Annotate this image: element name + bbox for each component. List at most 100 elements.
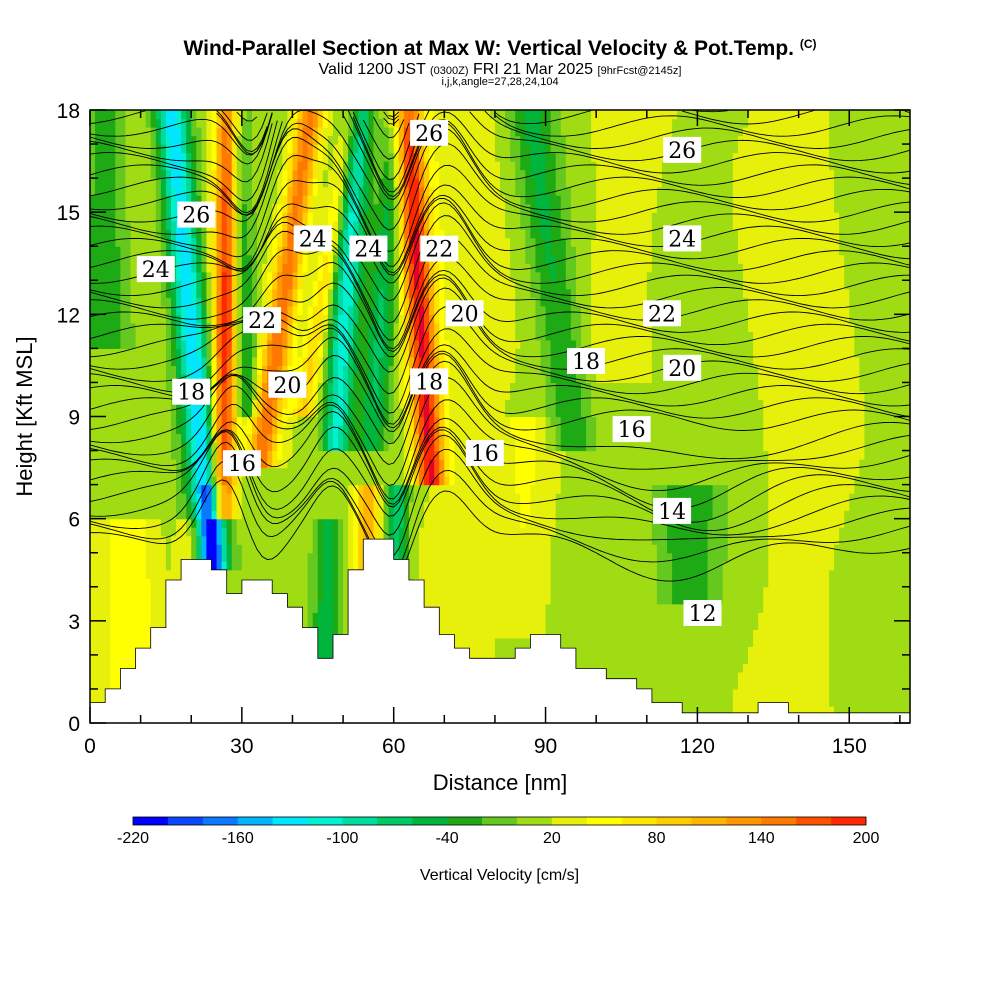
field-cell — [403, 510, 410, 520]
field-cell — [343, 186, 349, 196]
field-cell — [408, 501, 415, 511]
field-cell — [257, 416, 263, 426]
field-cell — [373, 433, 380, 443]
field-cell — [186, 348, 192, 358]
field-cell — [105, 552, 111, 562]
field-cell — [110, 654, 116, 664]
field-cell — [358, 552, 364, 562]
field-cell — [297, 135, 304, 145]
field-cell — [272, 144, 278, 154]
field-cell — [165, 178, 172, 188]
field-cell — [120, 382, 127, 392]
field-cell — [186, 169, 192, 179]
field-cell — [307, 356, 314, 367]
field-cell — [216, 501, 223, 511]
field-cell — [419, 510, 425, 520]
field-cell — [317, 612, 324, 622]
field-cell — [424, 152, 430, 162]
field-cell — [312, 195, 319, 205]
field-cell — [160, 603, 167, 613]
field-cell — [262, 416, 268, 426]
field-cell — [181, 535, 187, 545]
field-cell — [322, 297, 329, 307]
field-cell — [338, 442, 344, 452]
field-cell — [196, 484, 202, 494]
field-cell — [424, 433, 430, 443]
field-cell — [257, 186, 263, 196]
field-cell — [373, 365, 380, 375]
field-cell — [105, 305, 111, 315]
field-cell — [413, 348, 420, 358]
field-cell — [155, 348, 162, 358]
field-cell — [307, 161, 314, 171]
field-cell — [115, 118, 121, 128]
field-cell — [353, 459, 359, 469]
field-cell — [241, 331, 248, 341]
field-cell — [95, 178, 101, 188]
field-cell — [95, 169, 101, 179]
field-cell — [135, 527, 142, 537]
field-cell — [155, 620, 162, 630]
field-cell — [231, 322, 238, 332]
field-cell — [429, 229, 435, 239]
field-cell — [236, 501, 243, 511]
field-cell — [327, 254, 334, 264]
field-cell — [413, 339, 420, 349]
field-cell — [327, 178, 334, 188]
field-cell — [388, 237, 395, 247]
field-cell — [338, 629, 344, 639]
field-cell — [95, 544, 101, 554]
field-cell — [338, 254, 344, 264]
field-cell — [343, 348, 349, 358]
field-cell — [216, 399, 223, 409]
field-cell — [317, 152, 324, 162]
field-cell — [413, 476, 420, 486]
field-cell — [317, 561, 324, 571]
field-cell — [434, 425, 440, 435]
field-cell — [262, 195, 268, 205]
field-cell — [241, 297, 248, 307]
field-cell — [403, 407, 410, 418]
field-cell — [353, 152, 359, 162]
field-cell — [398, 442, 405, 452]
field-cell — [196, 331, 202, 341]
field-cell — [135, 578, 142, 588]
field-cell — [221, 118, 228, 128]
field-cell — [155, 518, 162, 528]
field-cell — [292, 288, 299, 298]
field-cell — [181, 373, 187, 384]
field-cell — [150, 544, 157, 554]
field-cell — [317, 484, 324, 494]
field-cell — [186, 305, 192, 315]
field-cell — [110, 399, 116, 409]
field-cell — [378, 442, 385, 452]
field-cell — [332, 518, 339, 528]
field-cell — [257, 118, 263, 128]
field-cell — [181, 237, 187, 247]
field-cell — [95, 220, 101, 230]
field-cell — [424, 212, 430, 222]
field-cell — [257, 297, 263, 307]
field-cell — [338, 450, 344, 460]
field-cell — [312, 476, 319, 486]
field-cell — [358, 476, 364, 486]
field-cell — [130, 603, 137, 613]
field-cell — [216, 118, 223, 128]
field-cell — [226, 297, 233, 307]
field-cell — [424, 390, 430, 401]
field-cell — [110, 467, 116, 477]
field-cell — [246, 271, 253, 281]
field-cell — [201, 518, 208, 528]
field-cell — [413, 229, 420, 239]
field-cell — [398, 399, 405, 409]
field-cell — [181, 484, 187, 494]
field-cell — [251, 331, 258, 341]
field-cell — [338, 612, 344, 622]
field-cell — [125, 144, 132, 154]
field-cell — [165, 493, 172, 503]
field-cell — [408, 425, 415, 435]
field-cell — [388, 442, 395, 452]
field-cell — [363, 110, 369, 120]
field-cell — [176, 339, 182, 349]
field-cell — [110, 263, 116, 273]
